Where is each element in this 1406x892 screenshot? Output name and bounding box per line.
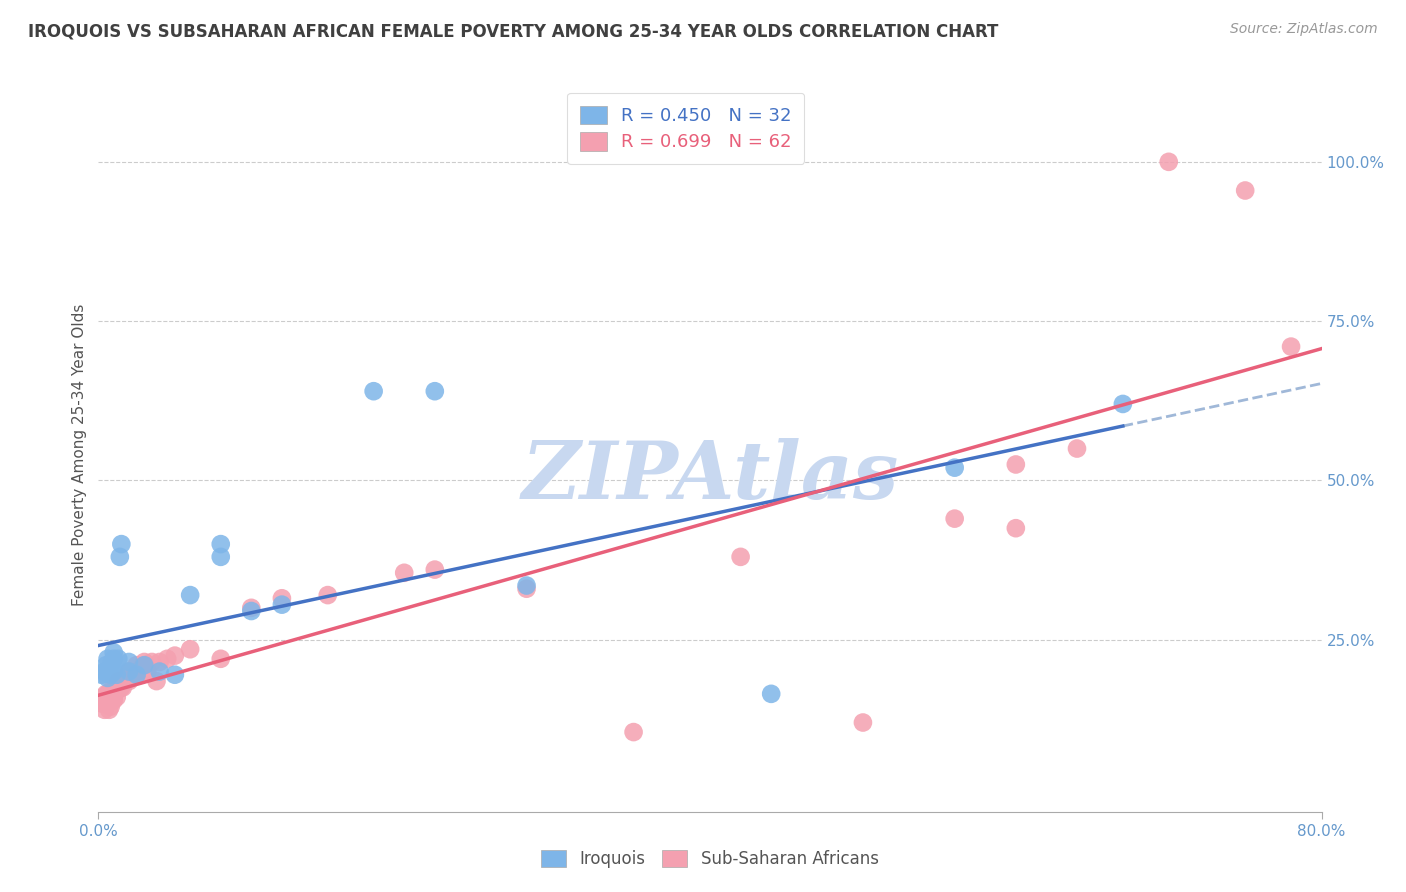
- Point: [125, 665, 148, 679]
- Point: [110, 681, 132, 695]
- Point: [134, 658, 156, 673]
- Point: [270, 598, 292, 612]
- Point: [163, 667, 186, 681]
- Point: [94, 687, 117, 701]
- Text: ZIPAtlas: ZIPAtlas: [522, 438, 898, 515]
- Point: [105, 690, 128, 704]
- Point: [134, 655, 156, 669]
- Point: [1112, 397, 1135, 411]
- Point: [179, 642, 201, 657]
- Point: [103, 683, 125, 698]
- Point: [93, 665, 115, 679]
- Point: [100, 693, 122, 707]
- Point: [516, 578, 538, 592]
- Point: [101, 687, 124, 701]
- Point: [121, 667, 143, 681]
- Point: [103, 652, 125, 666]
- Point: [93, 693, 115, 707]
- Point: [136, 665, 159, 679]
- Point: [110, 537, 132, 551]
- Point: [103, 645, 125, 659]
- Point: [240, 604, 263, 618]
- Point: [90, 697, 112, 711]
- Point: [149, 665, 172, 679]
- Point: [103, 687, 125, 701]
- Point: [93, 703, 115, 717]
- Point: [98, 693, 121, 707]
- Point: [209, 652, 232, 666]
- Point: [392, 566, 416, 580]
- Point: [1279, 340, 1302, 354]
- Point: [118, 665, 141, 679]
- Point: [118, 674, 141, 689]
- Point: [125, 667, 148, 681]
- Point: [94, 693, 117, 707]
- Point: [103, 693, 125, 707]
- Point: [141, 655, 163, 669]
- Point: [270, 591, 292, 606]
- Point: [134, 658, 156, 673]
- Point: [149, 655, 172, 669]
- Text: Source: ZipAtlas.com: Source: ZipAtlas.com: [1230, 22, 1378, 37]
- Point: [100, 683, 122, 698]
- Point: [101, 693, 124, 707]
- Point: [101, 655, 124, 669]
- Point: [91, 693, 114, 707]
- Point: [209, 549, 232, 564]
- Point: [125, 658, 148, 673]
- Point: [107, 652, 129, 666]
- Point: [209, 537, 232, 551]
- Point: [108, 549, 131, 564]
- Point: [91, 690, 114, 704]
- Point: [115, 674, 138, 689]
- Legend: Iroquois, Sub-Saharan Africans: Iroquois, Sub-Saharan Africans: [534, 843, 886, 875]
- Point: [118, 655, 141, 669]
- Point: [90, 667, 112, 681]
- Y-axis label: Female Poverty Among 25-34 Year Olds: Female Poverty Among 25-34 Year Olds: [72, 304, 87, 606]
- Point: [98, 703, 121, 717]
- Point: [129, 667, 152, 681]
- Point: [240, 600, 263, 615]
- Point: [100, 699, 122, 714]
- Point: [100, 667, 122, 681]
- Point: [163, 648, 186, 663]
- Point: [103, 665, 125, 679]
- Point: [516, 582, 538, 596]
- Point: [852, 715, 875, 730]
- Point: [1004, 521, 1026, 535]
- Point: [179, 588, 201, 602]
- Point: [94, 658, 117, 673]
- Point: [943, 511, 966, 525]
- Point: [1157, 154, 1180, 169]
- Point: [108, 681, 131, 695]
- Point: [363, 384, 385, 399]
- Point: [423, 563, 446, 577]
- Point: [97, 687, 120, 701]
- Point: [156, 652, 179, 666]
- Point: [118, 665, 141, 679]
- Point: [623, 725, 645, 739]
- Point: [97, 693, 120, 707]
- Point: [98, 665, 121, 679]
- Point: [1234, 184, 1257, 198]
- Point: [103, 690, 125, 704]
- Point: [145, 674, 167, 689]
- Point: [107, 674, 129, 689]
- Point: [943, 460, 966, 475]
- Point: [118, 667, 141, 681]
- Point: [111, 681, 134, 695]
- Point: [110, 674, 132, 689]
- Point: [97, 652, 120, 666]
- Point: [97, 671, 120, 685]
- Point: [89, 693, 111, 707]
- Point: [759, 687, 782, 701]
- Point: [1066, 442, 1088, 456]
- Point: [730, 549, 752, 564]
- Point: [423, 384, 446, 399]
- Text: IROQUOIS VS SUBSAHARAN AFRICAN FEMALE POVERTY AMONG 25-34 YEAR OLDS CORRELATION : IROQUOIS VS SUBSAHARAN AFRICAN FEMALE PO…: [28, 22, 998, 40]
- Point: [1004, 458, 1026, 472]
- Point: [316, 588, 339, 602]
- Point: [105, 667, 128, 681]
- Point: [105, 683, 128, 698]
